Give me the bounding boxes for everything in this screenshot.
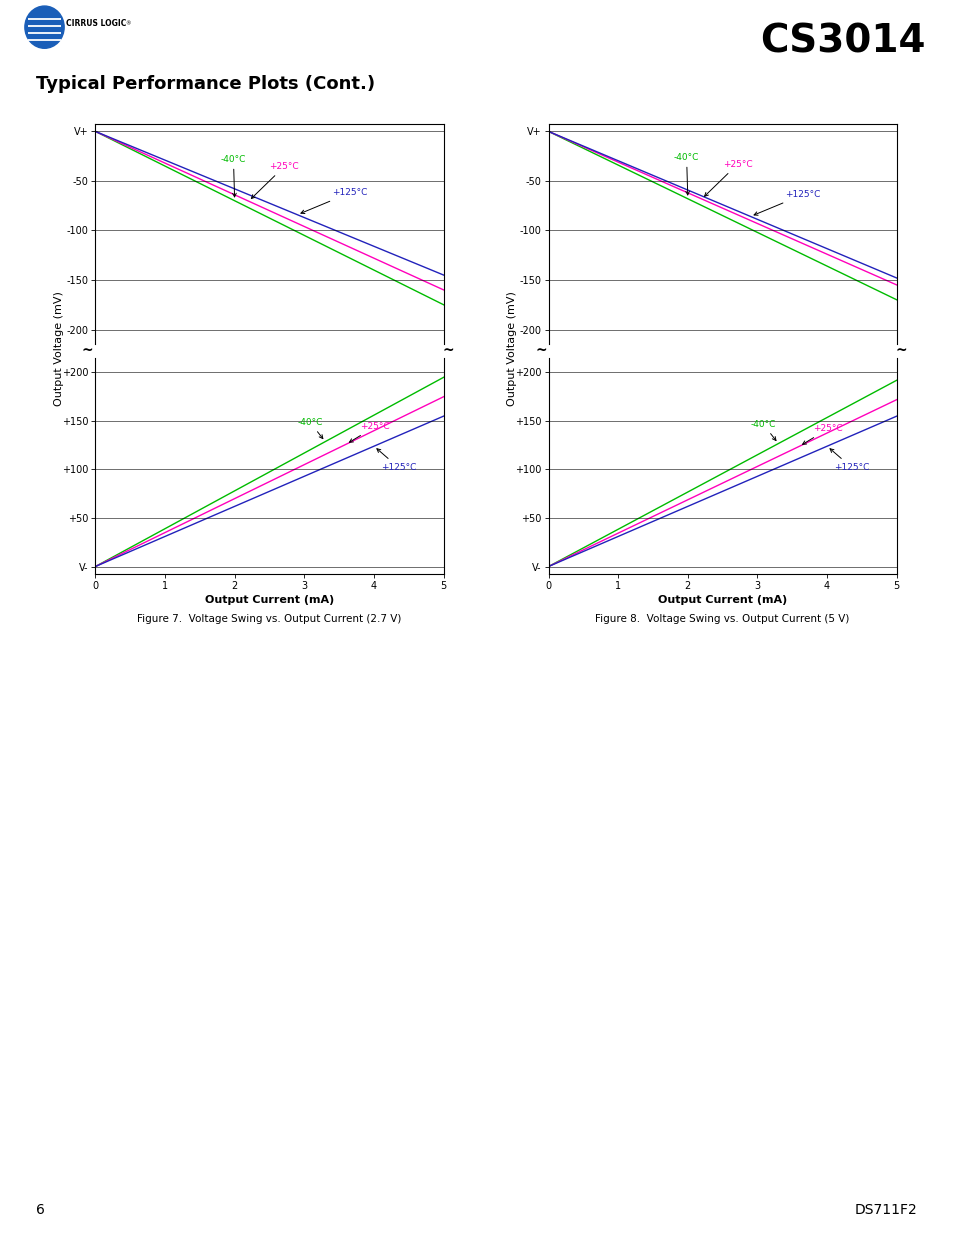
Text: -40°C: -40°C	[220, 154, 246, 196]
Text: +125°C: +125°C	[753, 190, 820, 215]
Text: ~: ~	[82, 345, 93, 358]
Ellipse shape	[25, 6, 64, 48]
X-axis label: Output Current (mA): Output Current (mA)	[205, 595, 334, 605]
Text: +125°C: +125°C	[376, 448, 416, 472]
Text: +25°C: +25°C	[801, 425, 841, 445]
Text: ~: ~	[442, 345, 454, 358]
Text: ®: ®	[126, 21, 131, 26]
X-axis label: Output Current (mA): Output Current (mA)	[658, 595, 786, 605]
Text: Typical Performance Plots (Cont.): Typical Performance Plots (Cont.)	[36, 75, 375, 93]
Text: -40°C: -40°C	[297, 417, 322, 438]
Text: 6: 6	[36, 1203, 45, 1218]
Text: Figure 8.  Voltage Swing vs. Output Current (5 V): Figure 8. Voltage Swing vs. Output Curre…	[595, 614, 849, 624]
Text: ~: ~	[535, 345, 546, 358]
Text: CIRRUS LOGIC: CIRRUS LOGIC	[66, 20, 127, 28]
Text: +25°C: +25°C	[349, 422, 389, 442]
Text: Output Voltage (mV): Output Voltage (mV)	[507, 291, 517, 406]
Text: ~: ~	[895, 345, 906, 358]
Text: DS711F2: DS711F2	[854, 1203, 917, 1218]
Text: +125°C: +125°C	[300, 189, 367, 214]
Text: +125°C: +125°C	[829, 448, 868, 472]
Text: Output Voltage (mV): Output Voltage (mV)	[54, 291, 64, 406]
Text: Figure 7.  Voltage Swing vs. Output Current (2.7 V): Figure 7. Voltage Swing vs. Output Curre…	[137, 614, 401, 624]
Text: +25°C: +25°C	[252, 162, 299, 199]
Text: +25°C: +25°C	[704, 159, 752, 196]
Text: -40°C: -40°C	[673, 153, 699, 195]
Text: CS3014: CS3014	[760, 23, 924, 61]
Text: -40°C: -40°C	[750, 420, 775, 441]
